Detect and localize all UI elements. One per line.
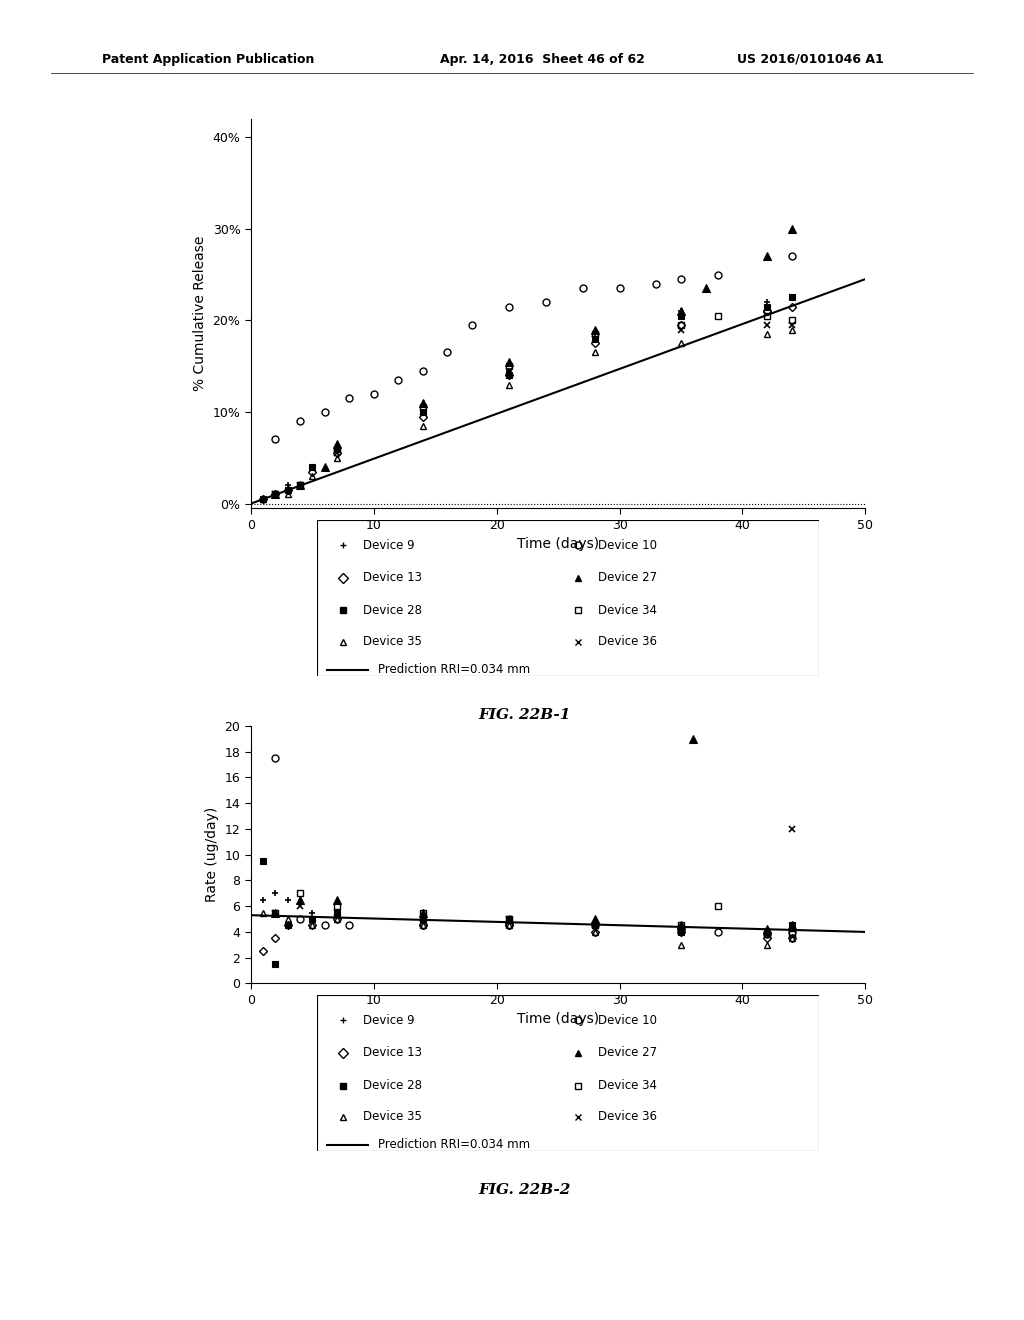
Text: Device 13: Device 13 [362,1047,422,1060]
Text: Prediction RRI=0.034 mm: Prediction RRI=0.034 mm [378,663,529,676]
X-axis label: Time (days): Time (days) [517,1012,599,1027]
Text: Device 10: Device 10 [598,1014,657,1027]
Text: Device 28: Device 28 [362,1080,422,1092]
Text: Device 13: Device 13 [362,572,422,585]
Text: Device 10: Device 10 [598,539,657,552]
Text: Patent Application Publication: Patent Application Publication [102,53,314,66]
Text: US 2016/0101046 A1: US 2016/0101046 A1 [737,53,884,66]
Text: Device 35: Device 35 [362,635,422,648]
Text: Prediction RRI=0.034 mm: Prediction RRI=0.034 mm [378,1138,529,1151]
Text: Device 36: Device 36 [598,1110,657,1123]
Text: FIG. 22B-1: FIG. 22B-1 [478,708,570,722]
Y-axis label: Rate (ug/day): Rate (ug/day) [205,807,219,903]
X-axis label: Time (days): Time (days) [517,537,599,552]
Text: Device 34: Device 34 [598,605,657,616]
Text: Device 35: Device 35 [362,1110,422,1123]
Text: Device 27: Device 27 [598,1047,657,1060]
Text: Device 34: Device 34 [598,1080,657,1092]
Text: Device 36: Device 36 [598,635,657,648]
Text: Device 9: Device 9 [362,1014,415,1027]
Text: Device 27: Device 27 [598,572,657,585]
Text: Device 9: Device 9 [362,539,415,552]
Text: Apr. 14, 2016  Sheet 46 of 62: Apr. 14, 2016 Sheet 46 of 62 [440,53,645,66]
Y-axis label: % Cumulative Release: % Cumulative Release [194,236,207,391]
Text: FIG. 22B-2: FIG. 22B-2 [478,1183,570,1197]
Text: Device 28: Device 28 [362,605,422,616]
